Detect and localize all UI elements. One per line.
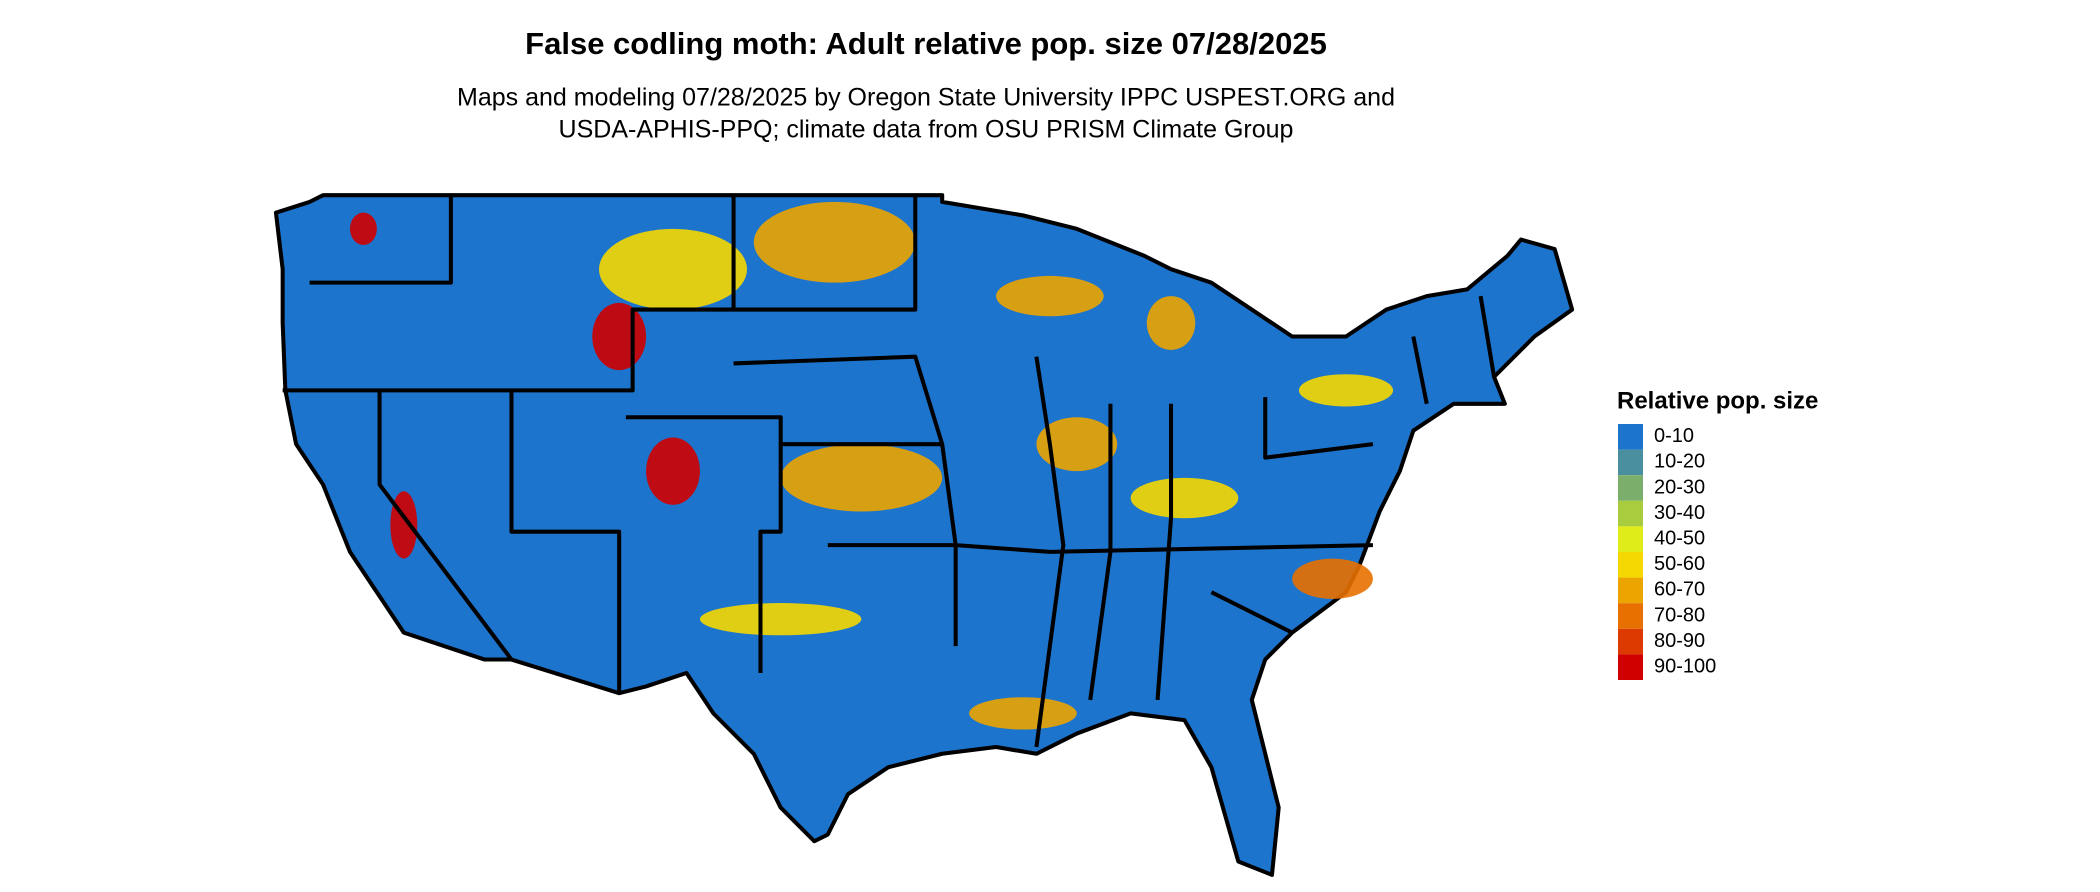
legend-swatch (1618, 449, 1643, 476)
us-outline (273, 193, 1575, 877)
us-map (273, 193, 1575, 877)
legend-label: 0-10 (1654, 425, 1694, 447)
legend-swatch (1618, 500, 1643, 527)
legend-swatch (1618, 577, 1643, 604)
legend-label: 10-20 (1654, 451, 1705, 473)
subtitle-line: Maps and modeling 07/28/2025 by Oregon S… (457, 84, 1395, 112)
legend-label: 70-80 (1654, 604, 1705, 626)
map-title: False codling moth: Adult relative pop. … (525, 26, 1327, 61)
legend-swatch (1618, 603, 1643, 629)
state-borders (282, 195, 1497, 748)
legend-swatch (1618, 424, 1643, 450)
legend-label: 90-100 (1654, 655, 1716, 677)
legend-label: 50-60 (1654, 553, 1705, 575)
legend-label: 40-50 (1654, 527, 1705, 549)
legend-swatch (1618, 654, 1643, 680)
legend-title: Relative pop. size (1617, 387, 1818, 414)
legend-swatch (1618, 526, 1643, 552)
legend: 0-10 10-20 20-30 30-40 40-50 50-60 60-70 70-80 8… (1618, 424, 1716, 680)
legend-swatch (1618, 552, 1643, 578)
legend-label: 60-70 (1654, 579, 1705, 601)
subtitle-line: USDA-APHIS-PPQ; climate data from OSU PR… (559, 116, 1294, 144)
legend-label: 20-30 (1654, 476, 1705, 498)
population-patches (349, 201, 1394, 730)
legend-label: 30-40 (1654, 502, 1705, 524)
legend-label: 80-90 (1654, 630, 1705, 652)
legend-swatch (1618, 628, 1643, 655)
legend-swatch (1618, 475, 1643, 501)
